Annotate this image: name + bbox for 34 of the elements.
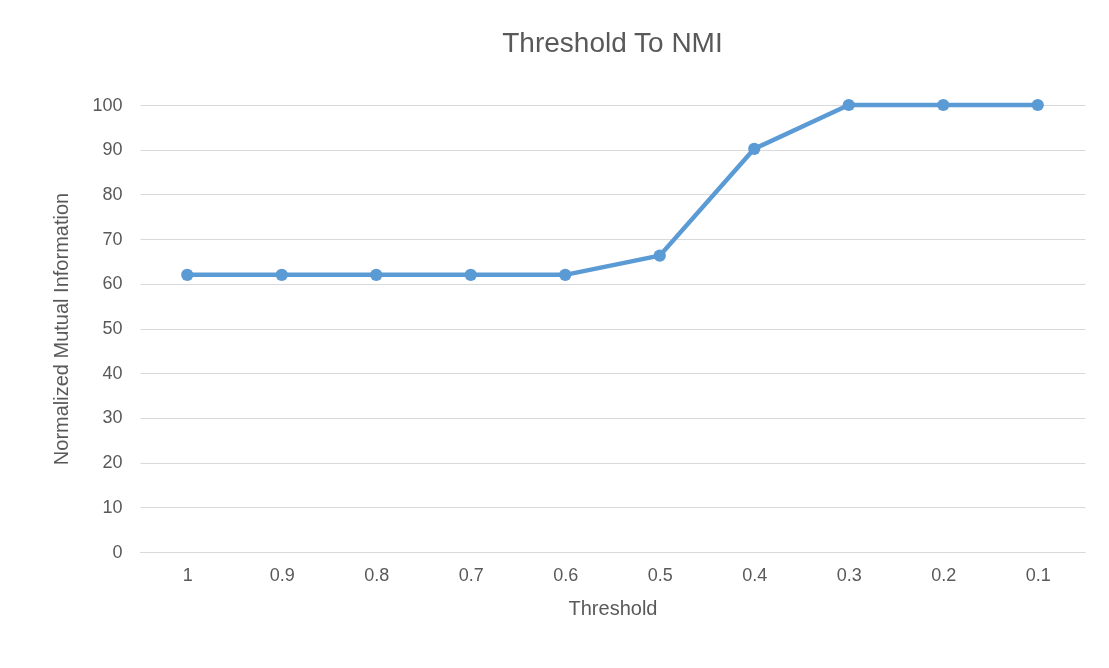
point — [842, 98, 855, 112]
point — [748, 142, 761, 155]
x-tick-label: 0.1 — [1025, 564, 1051, 585]
point — [181, 268, 194, 281]
y-tick-label: 100 — [92, 94, 123, 115]
x-tick-label: 0.7 — [458, 564, 484, 585]
y-tick-label: 40 — [102, 362, 123, 383]
x-tick-label: 0.2 — [931, 564, 957, 585]
y-tick-label: 60 — [102, 273, 123, 294]
y-tick-label: 20 — [102, 452, 123, 473]
x-axis-title: Threshold — [568, 596, 658, 619]
x-tick-label: 0.3 — [836, 564, 862, 585]
x-tick-label: 0.4 — [742, 564, 768, 585]
point — [937, 98, 950, 112]
point — [653, 249, 666, 262]
y-tick-label: 70 — [102, 228, 123, 249]
x-tick-label: 1 — [182, 564, 193, 585]
point — [464, 268, 477, 281]
chart-title: Threshold To NMI — [502, 27, 723, 58]
y-tick-label: 0 — [112, 541, 123, 562]
x-tick-label: 0.8 — [364, 564, 390, 585]
point — [370, 268, 383, 281]
point — [1031, 98, 1044, 112]
y-tick-label: 10 — [102, 496, 123, 517]
point — [275, 268, 288, 281]
y-tick-label: 30 — [102, 407, 123, 428]
y-tick-label: 80 — [102, 183, 123, 204]
x-tick-label: 0.5 — [647, 564, 673, 585]
y-tick-label: 50 — [102, 318, 123, 338]
x-tick-label: 0.6 — [553, 564, 579, 585]
x-tick-label: 0.9 — [269, 564, 295, 585]
point — [559, 268, 572, 281]
y-tick-label: 90 — [102, 139, 123, 160]
y-axis-title: Normalized Mutual Information — [50, 192, 73, 466]
